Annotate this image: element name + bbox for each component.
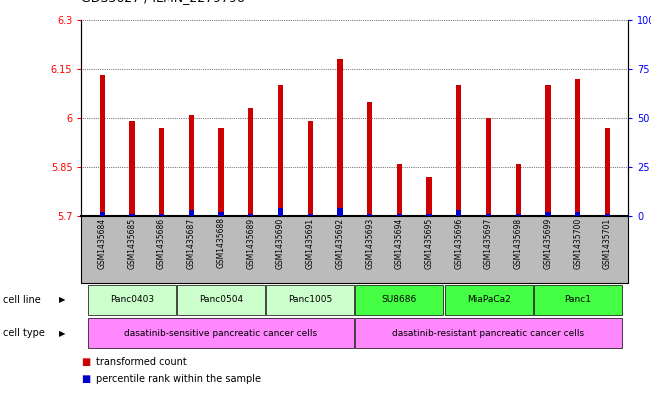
Text: MiaPaCa2: MiaPaCa2 <box>467 295 510 304</box>
Text: GSM1435685: GSM1435685 <box>128 217 137 268</box>
Text: ■: ■ <box>81 356 90 367</box>
Bar <box>218 128 224 216</box>
Bar <box>367 214 372 216</box>
Bar <box>546 85 551 216</box>
Bar <box>189 210 194 216</box>
Text: GSM1435686: GSM1435686 <box>157 217 166 268</box>
Text: transformed count: transformed count <box>96 356 186 367</box>
Bar <box>278 85 283 216</box>
Bar <box>426 177 432 216</box>
Text: SU8686: SU8686 <box>381 295 417 304</box>
Text: dasatinib-sensitive pancreatic cancer cells: dasatinib-sensitive pancreatic cancer ce… <box>124 329 318 338</box>
Bar <box>516 164 521 216</box>
Text: ▶: ▶ <box>59 295 65 304</box>
Text: GSM1435700: GSM1435700 <box>573 217 582 269</box>
Text: GSM1435693: GSM1435693 <box>365 217 374 269</box>
Text: GSM1435694: GSM1435694 <box>395 217 404 269</box>
Text: Panc0403: Panc0403 <box>110 295 154 304</box>
Text: percentile rank within the sample: percentile rank within the sample <box>96 374 260 384</box>
Bar <box>337 208 342 216</box>
Text: ■: ■ <box>81 374 90 384</box>
Text: cell type: cell type <box>3 328 45 338</box>
Text: GSM1435688: GSM1435688 <box>217 217 225 268</box>
Bar <box>486 214 492 216</box>
Text: GSM1435684: GSM1435684 <box>98 217 107 268</box>
Text: GDS5627 / ILMN_2279796: GDS5627 / ILMN_2279796 <box>81 0 245 4</box>
Bar <box>575 212 581 216</box>
Text: dasatinib-resistant pancreatic cancer cells: dasatinib-resistant pancreatic cancer ce… <box>393 329 585 338</box>
Bar <box>516 214 521 216</box>
Bar <box>426 214 432 216</box>
Text: GSM1435690: GSM1435690 <box>276 217 285 269</box>
Bar <box>159 128 164 216</box>
Bar <box>307 121 313 216</box>
Bar <box>445 285 533 315</box>
Text: GSM1435687: GSM1435687 <box>187 217 196 268</box>
Bar <box>129 121 135 216</box>
Text: GSM1435692: GSM1435692 <box>335 217 344 268</box>
Bar <box>278 208 283 216</box>
Bar <box>605 128 610 216</box>
Text: GSM1435701: GSM1435701 <box>603 217 612 268</box>
Bar <box>159 214 164 216</box>
Bar <box>575 79 581 216</box>
Bar <box>266 285 354 315</box>
Bar <box>367 101 372 216</box>
Text: Panc1: Panc1 <box>564 295 591 304</box>
Bar <box>88 318 354 348</box>
Text: GSM1435691: GSM1435691 <box>306 217 314 268</box>
Text: GSM1435695: GSM1435695 <box>424 217 434 269</box>
Bar <box>355 285 443 315</box>
Bar <box>100 75 105 216</box>
Bar <box>546 212 551 216</box>
Bar <box>100 212 105 216</box>
Bar <box>177 285 265 315</box>
Bar <box>337 59 342 216</box>
Text: Panc0504: Panc0504 <box>199 295 243 304</box>
Text: GSM1435689: GSM1435689 <box>246 217 255 268</box>
Text: Panc1005: Panc1005 <box>288 295 333 304</box>
Bar <box>396 164 402 216</box>
Bar <box>486 118 492 216</box>
Bar <box>218 212 224 216</box>
Bar <box>605 214 610 216</box>
Bar <box>355 318 622 348</box>
Text: GSM1435696: GSM1435696 <box>454 217 464 269</box>
Bar <box>248 108 253 216</box>
Text: GSM1435699: GSM1435699 <box>544 217 553 269</box>
Bar <box>307 214 313 216</box>
Bar <box>396 214 402 216</box>
Bar <box>534 285 622 315</box>
Bar <box>129 214 135 216</box>
Text: GSM1435698: GSM1435698 <box>514 217 523 268</box>
Bar <box>248 214 253 216</box>
Text: GSM1435697: GSM1435697 <box>484 217 493 269</box>
Bar <box>88 285 176 315</box>
Bar <box>456 210 462 216</box>
Bar <box>189 115 194 216</box>
Text: cell line: cell line <box>3 295 41 305</box>
Text: ▶: ▶ <box>59 329 65 338</box>
Bar <box>456 85 462 216</box>
